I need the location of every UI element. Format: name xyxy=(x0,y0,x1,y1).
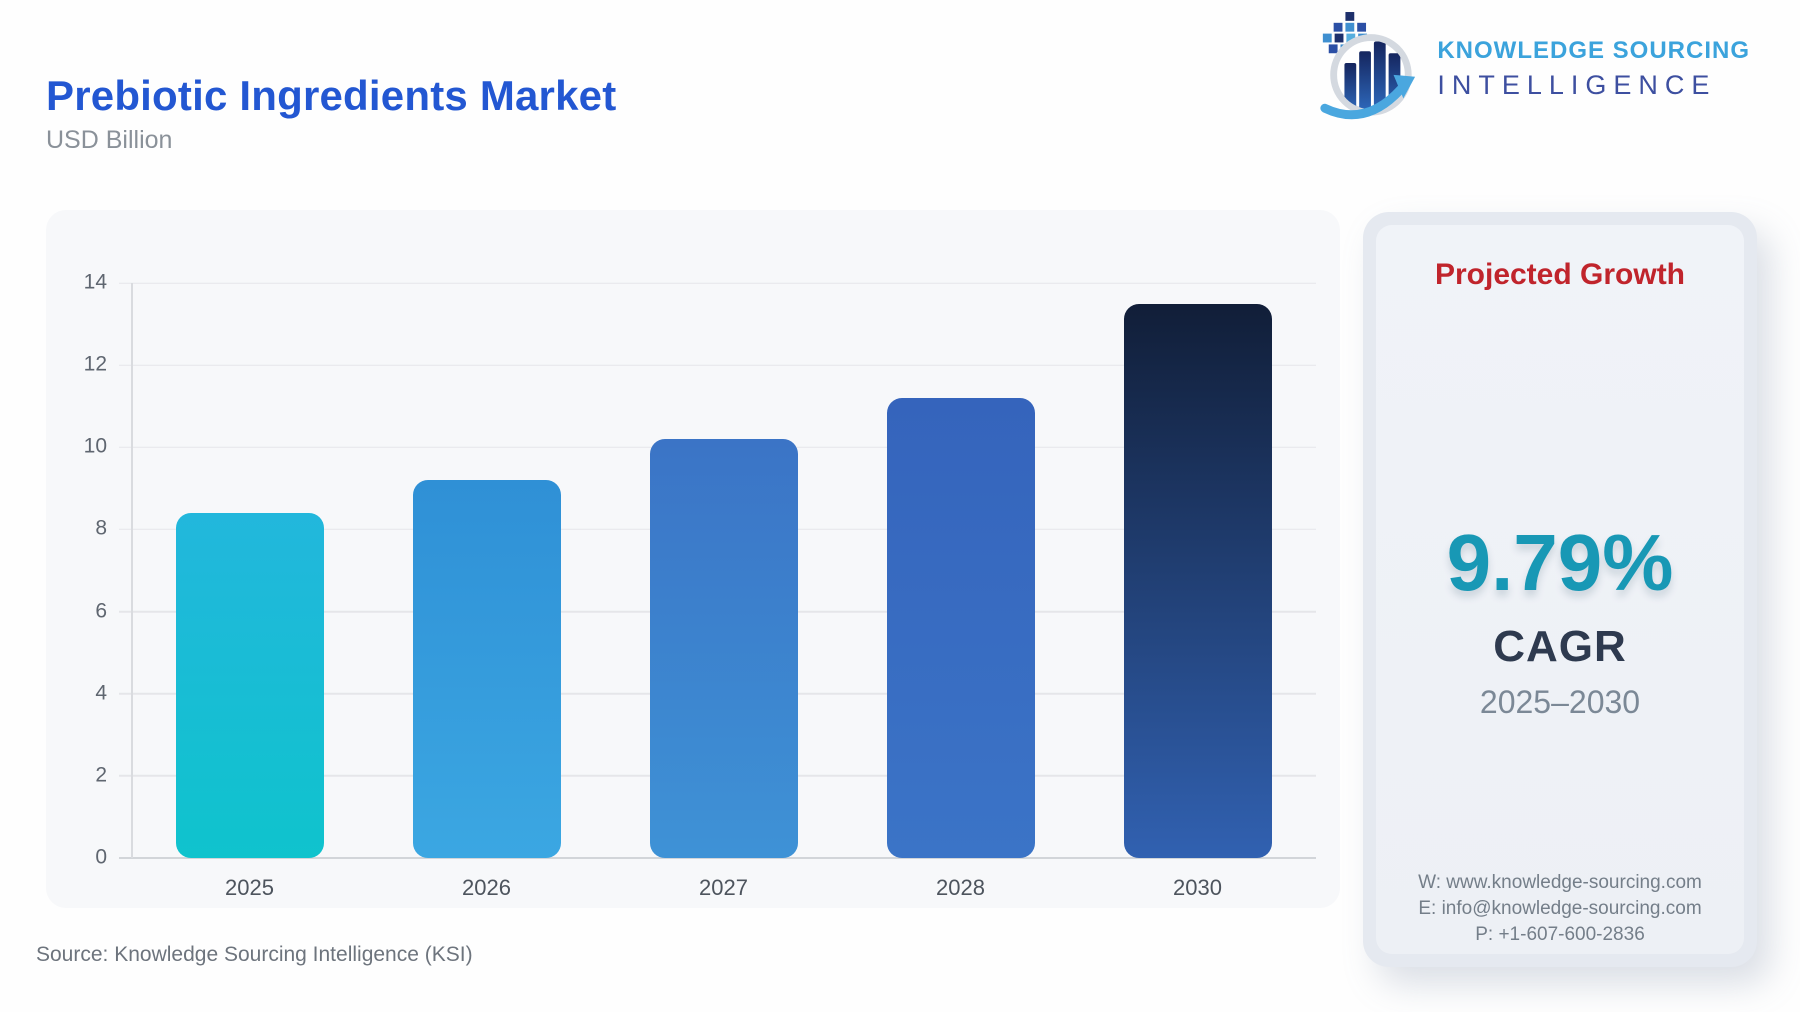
y-tick-2: 2 xyxy=(95,763,107,787)
y-tick-14: 14 xyxy=(83,270,107,294)
growth-panel-inner: Projected Growth 9.79% CAGR 2025–2030 W:… xyxy=(1376,225,1744,954)
brand-logo: KNOWLEDGE SOURCING INTELLIGENCE xyxy=(1315,12,1750,125)
x-label-2027: 2027 xyxy=(699,875,748,900)
bar-slots: 2025 2026 2027 2028 2030 xyxy=(131,283,1316,900)
y-tick-12: 12 xyxy=(83,352,107,376)
gridline-14 xyxy=(119,282,1316,284)
plot-area: 0 2 4 6 8 10 12 14 2025 2026 2027 2028 2030 xyxy=(84,271,1316,900)
x-label-2028: 2028 xyxy=(936,875,985,900)
contact-phone: P: +1-607-600-2836 xyxy=(1475,924,1645,945)
y-tick-10: 10 xyxy=(83,434,107,458)
bar-2027 xyxy=(649,439,798,858)
x-axis-line xyxy=(119,857,1316,859)
bar-slot-2030: 2030 xyxy=(1079,283,1316,900)
bar-slot-2025: 2025 xyxy=(131,283,368,900)
brand-logo-icon xyxy=(1315,12,1421,125)
growth-panel: Projected Growth 9.79% CAGR 2025–2030 W:… xyxy=(1363,212,1757,967)
bar-slot-2026: 2026 xyxy=(368,283,605,900)
bar-slot-2028: 2028 xyxy=(842,283,1079,900)
x-label-2026: 2026 xyxy=(462,875,511,900)
x-label-2025: 2025 xyxy=(225,875,274,900)
y-tick-8: 8 xyxy=(95,516,107,540)
source-note: Source: Knowledge Sourcing Intelligence … xyxy=(36,943,473,966)
contact-website: W: www.knowledge-sourcing.com xyxy=(1418,872,1702,893)
contact-block: W: www.knowledge-sourcing.com E: info@kn… xyxy=(1376,870,1744,948)
gridline-12 xyxy=(119,364,1316,366)
x-label-2030: 2030 xyxy=(1173,875,1222,900)
cagr-value: 9.79% xyxy=(1446,518,1674,607)
bar-2026 xyxy=(412,480,561,858)
panel-heading: Projected Growth xyxy=(1434,258,1686,291)
y-tick-4: 4 xyxy=(95,681,107,705)
brand-name-line2: INTELLIGENCE xyxy=(1437,69,1717,100)
bar-2025 xyxy=(175,513,324,858)
contact-email: E: info@knowledge-sourcing.com xyxy=(1418,898,1702,919)
y-tick-6: 6 xyxy=(95,599,107,623)
brand-name-line1: KNOWLEDGE SOURCING xyxy=(1437,36,1750,64)
brand-logo-text: KNOWLEDGE SOURCING INTELLIGENCE xyxy=(1437,37,1750,101)
chart-card: 0 2 4 6 8 10 12 14 2025 2026 2027 2028 2030 xyxy=(46,210,1340,908)
bar-slot-2027: 2027 xyxy=(605,283,842,900)
page-title: Prebiotic Ingredients Market xyxy=(46,72,617,120)
cagr-label: CAGR xyxy=(1493,622,1627,671)
y-tick-0: 0 xyxy=(95,845,107,869)
cagr-period: 2025–2030 xyxy=(1479,684,1641,720)
y-axis-line xyxy=(131,283,133,858)
bar-2028 xyxy=(886,398,1035,858)
unit-label: USD Billion xyxy=(46,126,173,154)
bar-2030 xyxy=(1123,303,1272,858)
